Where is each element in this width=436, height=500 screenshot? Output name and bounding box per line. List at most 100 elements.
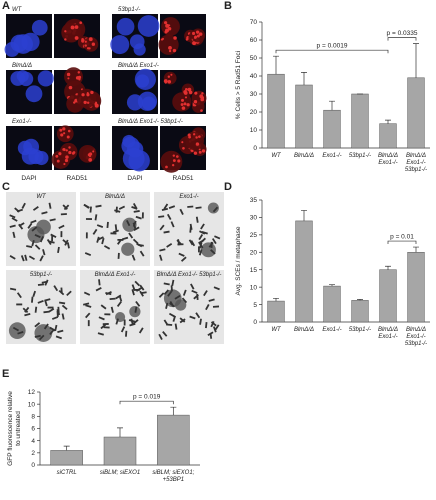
y-tick-label: 10 xyxy=(250,127,258,134)
chromosome xyxy=(56,310,59,317)
focus xyxy=(173,36,177,40)
bar xyxy=(157,414,190,466)
y-tick-label: 12 xyxy=(28,389,36,396)
focus xyxy=(81,37,84,41)
chromosome xyxy=(136,242,143,248)
chromosome xyxy=(85,232,88,239)
focus xyxy=(62,127,66,131)
focus xyxy=(92,150,95,153)
y-tick-label: 30 xyxy=(250,215,258,222)
chromosome xyxy=(51,316,59,320)
y-tick-label: 6 xyxy=(31,426,35,433)
focus xyxy=(60,133,64,137)
focus xyxy=(73,101,76,104)
chromosome xyxy=(131,289,135,296)
focus xyxy=(62,147,66,152)
chromosome xyxy=(21,202,26,209)
nucleus xyxy=(37,70,54,87)
focus xyxy=(168,49,172,53)
focus xyxy=(163,21,168,25)
bar xyxy=(267,73,285,149)
micrograph xyxy=(112,126,158,172)
focus xyxy=(65,149,68,152)
focus xyxy=(165,23,170,28)
chromosome xyxy=(115,318,119,325)
chromosome xyxy=(210,249,216,255)
chromosome xyxy=(37,283,45,286)
chromosome xyxy=(61,313,65,320)
chromosome xyxy=(205,322,208,329)
chromosome xyxy=(42,249,46,256)
chromosome xyxy=(163,289,170,296)
focus xyxy=(164,81,167,84)
chromosome xyxy=(9,224,16,228)
chromosome xyxy=(55,335,62,340)
bar xyxy=(295,84,313,149)
chromosome xyxy=(106,221,109,229)
channel-label: DAPI xyxy=(127,175,142,182)
focus xyxy=(200,97,205,102)
chromosome xyxy=(168,312,176,318)
chromosome xyxy=(89,206,92,213)
focus xyxy=(195,142,200,146)
chromosome xyxy=(14,207,20,213)
significance-bracket xyxy=(387,240,417,245)
focus xyxy=(86,101,90,104)
chromosome xyxy=(139,284,145,291)
chromosome xyxy=(198,242,204,249)
focus xyxy=(83,100,87,105)
focus xyxy=(187,87,192,92)
chromosome xyxy=(200,223,205,230)
chromosome xyxy=(133,210,140,213)
y-axis-label: to untreated xyxy=(15,411,22,446)
chromosome xyxy=(34,322,41,328)
chromosome xyxy=(134,306,138,313)
x-tick-label: BlmΔ/Δ xyxy=(378,327,398,333)
y-tick-label: 8 xyxy=(31,414,35,421)
chromosome xyxy=(24,306,30,313)
bar xyxy=(323,109,341,149)
chromosome xyxy=(43,323,49,330)
chromosome xyxy=(121,236,129,241)
chromosome xyxy=(34,244,41,250)
metaphase-spread xyxy=(154,192,224,266)
focus xyxy=(167,79,172,84)
bar xyxy=(407,77,425,149)
error-bar xyxy=(385,119,391,124)
chromosome xyxy=(167,290,173,297)
x-tick-label: Exo1-/- xyxy=(406,160,425,166)
panel-label: C xyxy=(2,181,10,193)
focus xyxy=(86,93,90,97)
focus xyxy=(195,30,200,34)
chromosome xyxy=(27,222,33,229)
x-tick-label: BlmΔ/Δ xyxy=(294,153,314,159)
chromosome xyxy=(38,334,45,341)
micrograph xyxy=(4,14,52,58)
focus xyxy=(175,155,179,158)
focus xyxy=(193,133,196,136)
x-tick-label: WT xyxy=(271,327,282,333)
image-label: BlmΔ/Δ Exo1-/- xyxy=(95,272,136,278)
x-tick-label: Exo1-/- xyxy=(322,153,341,159)
chromosome xyxy=(9,255,16,260)
x-tick-label: +53BP1 xyxy=(163,477,185,483)
focus xyxy=(198,32,203,36)
y-tick-label: 10 xyxy=(250,284,258,291)
focus xyxy=(167,75,171,78)
error-bar xyxy=(273,55,279,75)
nucleus xyxy=(18,71,34,87)
chromosome xyxy=(199,318,202,325)
chromosome xyxy=(179,317,186,323)
nucleus xyxy=(28,149,44,165)
chromosome xyxy=(98,316,105,321)
chromosome xyxy=(169,302,176,308)
chromosome xyxy=(47,306,54,309)
chromosome xyxy=(9,214,16,219)
focus xyxy=(90,90,94,95)
focus xyxy=(168,24,171,27)
nucleus xyxy=(122,147,145,170)
chromosome xyxy=(83,203,90,209)
focus xyxy=(68,150,72,155)
chromosome xyxy=(98,279,101,286)
panel-label: D xyxy=(224,181,232,193)
